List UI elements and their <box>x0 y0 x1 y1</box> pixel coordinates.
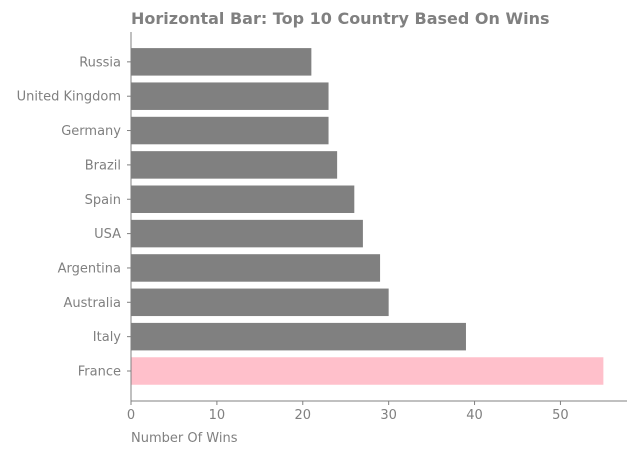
y-tick-label-france: France <box>78 365 121 380</box>
bars-group <box>131 48 604 385</box>
chart-title: Horizontal Bar: Top 10 Country Based On … <box>131 9 550 28</box>
bar-russia <box>131 48 312 76</box>
y-tick-label-italy: Italy <box>93 330 122 345</box>
y-tick-label-russia: Russia <box>79 55 121 70</box>
x-ticks: 0 10 20 30 40 50 <box>127 401 569 423</box>
y-tick-label-brazil: Brazil <box>85 158 121 173</box>
y-tick-label-spain: Spain <box>85 193 121 208</box>
y-tick-label-united-kingdom: United Kingdom <box>17 90 121 105</box>
bar-spain <box>131 185 355 213</box>
bar-france <box>131 357 604 385</box>
x-axis-label: Number Of Wins <box>131 431 238 446</box>
x-tick-label-30: 30 <box>380 408 397 423</box>
y-tick-label-germany: Germany <box>61 124 121 139</box>
x-tick-label-10: 10 <box>209 408 226 423</box>
bar-australia <box>131 288 389 317</box>
x-tick-label-20: 20 <box>295 408 312 423</box>
y-tick-label-usa: USA <box>94 227 121 242</box>
y-tick-label-australia: Australia <box>63 296 121 311</box>
bar-united-kingdom <box>131 82 329 110</box>
bar-usa <box>131 219 363 248</box>
bar-brazil <box>131 151 338 179</box>
bar-argentina <box>131 254 381 282</box>
x-tick-label-50: 50 <box>552 408 569 423</box>
bar-italy <box>131 322 466 351</box>
x-tick-label-0: 0 <box>127 408 135 423</box>
y-tick-labels: Russia United Kingdom Germany Brazil Spain US… <box>17 55 131 380</box>
bar-germany <box>131 116 329 145</box>
y-tick-label-argentina: Argentina <box>58 261 121 276</box>
x-tick-label-40: 40 <box>466 408 483 423</box>
